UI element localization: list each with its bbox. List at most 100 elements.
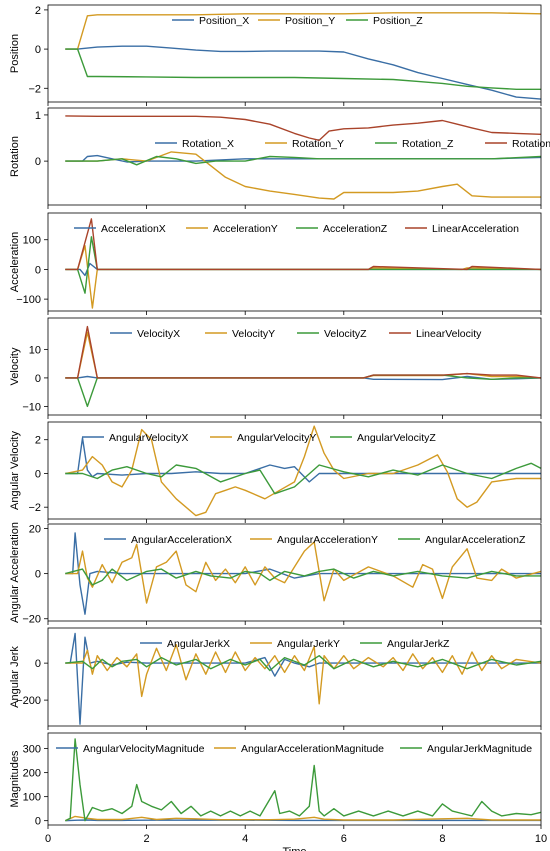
legend-label: AngularVelocityY <box>237 432 316 444</box>
y-tick-label: −2 <box>28 83 41 95</box>
series-line-angularvelocitymagnitude <box>65 819 541 822</box>
series-line-linearvelocity <box>65 325 542 379</box>
legend-label: AngularJerkMagnitude <box>427 743 532 755</box>
x-tick-label: 10 <box>535 833 547 845</box>
y-axis-label: Velocity <box>9 347 21 385</box>
series-line-angularjerkz <box>65 655 542 672</box>
y-tick-label: 0 <box>35 44 41 56</box>
chart-panel: −200 0 Angular Jerk AngularJerkX AngularJerk… <box>9 627 542 730</box>
legend-label: VelocityY <box>232 328 275 340</box>
plot-frame <box>47 421 542 520</box>
series-line-angularaccelerationy <box>65 541 542 604</box>
y-tick-label: 300 <box>23 744 41 756</box>
y-tick-label: 2 <box>35 5 41 17</box>
x-axis-label: Time <box>282 846 306 851</box>
y-axis-label: Position <box>9 34 21 73</box>
plot-frame <box>47 107 542 206</box>
series-line-rotation-z <box>65 155 542 166</box>
series-line-velocityz <box>65 374 541 408</box>
chart-panel: 0 1 Rotation Rotation_X Rotation_Y Rotation_Z… <box>9 107 550 209</box>
legend-label: AngularJerkZ <box>387 638 450 650</box>
chart-panel: −10 0 10 Velocity VelocityX VelocityY Velocity… <box>9 317 542 419</box>
y-tick-label: −100 <box>16 294 41 306</box>
y-tick-label: 0 <box>35 468 41 480</box>
series-line-angularaccelerationmagnitude <box>65 815 541 822</box>
y-axis-label: Magnitudes <box>9 750 21 807</box>
legend-label: Rotation_W <box>512 138 550 150</box>
y-tick-label: −200 <box>16 695 41 707</box>
legend-label: AccelerationZ <box>323 223 388 235</box>
y-tick-label: 0 <box>35 658 41 670</box>
series-line-angularvelocityz <box>65 462 542 495</box>
y-axis-label: Angular Acceleration <box>9 522 21 623</box>
x-tick-label: 4 <box>242 833 248 845</box>
legend-label: AngularAccelerationMagnitude <box>241 743 384 755</box>
x-tick-label: 0 <box>45 833 51 845</box>
plot-frame <box>47 627 542 727</box>
series-line-accelerationy <box>65 244 542 309</box>
series-line-rotation-w <box>65 115 542 142</box>
y-tick-label: 0 <box>35 569 41 581</box>
plot-frame <box>47 732 542 826</box>
y-axis-label: Rotation <box>9 136 21 177</box>
series-line-angularaccelerationx <box>65 532 541 615</box>
legend-label: LinearVelocity <box>416 328 482 340</box>
y-axis-label: Angular Jerk <box>9 646 21 708</box>
plot-frame <box>47 523 542 622</box>
y-tick-label: 10 <box>29 344 41 356</box>
legend-label: AngularVelocityX <box>109 432 188 444</box>
legend-label: Rotation_Y <box>292 138 344 150</box>
plot-frame <box>47 317 542 416</box>
legend-label: Position_Z <box>373 15 423 27</box>
legend-label: Rotation_Z <box>402 138 454 150</box>
legend-label: VelocityX <box>137 328 180 340</box>
legend-label: AngularJerkY <box>277 638 340 650</box>
legend-label: AngularAccelerationY <box>277 534 378 546</box>
legend-label: AngularAccelerationX <box>131 534 232 546</box>
legend-label: AngularVelocityZ <box>357 432 436 444</box>
y-tick-label: −10 <box>22 401 41 413</box>
series-line-angularaccelerationz <box>65 568 541 586</box>
y-tick-label: 0 <box>35 264 41 276</box>
y-tick-label: −2 <box>28 502 41 514</box>
legend-label: VelocityZ <box>324 328 367 340</box>
series-line-angularjerkmagnitude <box>64 738 542 822</box>
series-line-rotation-y <box>65 151 541 200</box>
chart-panel: −2 0 2 Position Position_X Position_Y Position… <box>9 4 542 106</box>
legend-label: AccelerationY <box>213 223 278 235</box>
legend-label: LinearAcceleration <box>432 223 519 235</box>
legend-label: AngularAccelerationZ <box>425 534 526 546</box>
y-tick-label: 100 <box>23 235 41 247</box>
y-tick-label: −20 <box>22 614 41 626</box>
chart-panel: −20 0 20 Angular Acceleration AngularAcceler… <box>9 522 542 626</box>
series-line-linearacceleration <box>65 218 542 271</box>
legend-label: Position_Y <box>285 15 335 27</box>
y-tick-label: 0 <box>35 156 41 168</box>
legend-label: AccelerationX <box>101 223 166 235</box>
plot-frame <box>47 212 542 312</box>
y-tick-label: 2 <box>35 435 41 447</box>
series-line-position-y <box>65 12 542 50</box>
y-tick-label: 20 <box>29 524 41 536</box>
x-tick-label: 8 <box>439 833 445 845</box>
series-line-angularjerky <box>65 643 542 705</box>
y-tick-label: 0 <box>35 373 41 385</box>
series-line-position-x <box>65 45 542 100</box>
series-line-position-z <box>65 48 541 91</box>
y-tick-label: 200 <box>23 768 41 780</box>
y-axis-label: Acceleration <box>9 232 21 293</box>
legend-label: AngularVelocityMagnitude <box>83 743 205 755</box>
legend-label: Position_X <box>199 15 249 27</box>
legend-label: AngularJerkX <box>167 638 230 650</box>
x-tick-label: 2 <box>144 833 150 845</box>
series-line-accelerationz <box>65 236 541 294</box>
chart-panel: −2 0 2 Angular Velocity AngularVelocityX Angu… <box>9 421 542 523</box>
series-line-angularvelocityy <box>65 425 541 517</box>
legend-label: Rotation_X <box>182 138 234 150</box>
y-tick-label: 100 <box>23 792 41 804</box>
plot-frame <box>47 4 542 103</box>
